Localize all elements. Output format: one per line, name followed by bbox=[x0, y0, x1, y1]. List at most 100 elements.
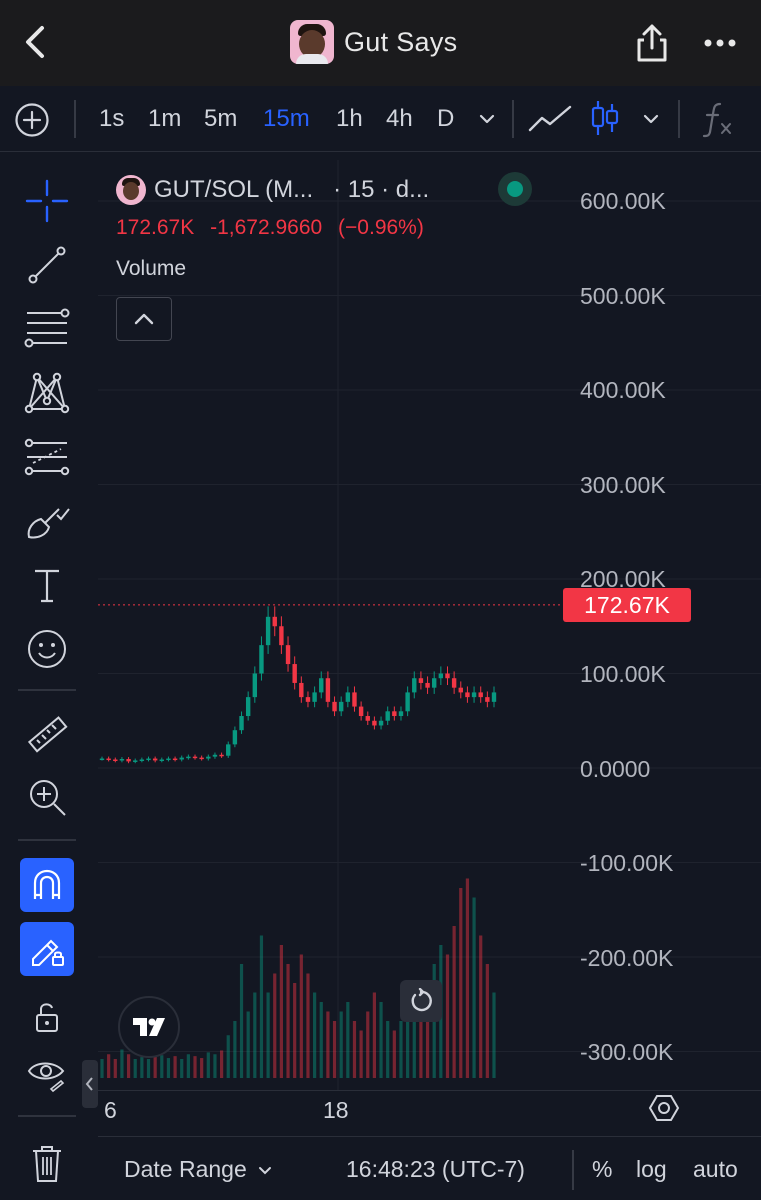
measure-tool[interactable] bbox=[20, 708, 74, 762]
timeframe-d[interactable]: D bbox=[437, 105, 455, 132]
share-icon[interactable] bbox=[633, 22, 671, 64]
candle-body bbox=[491, 692, 497, 702]
tradingview-logo[interactable] bbox=[118, 996, 180, 1058]
timeframe-chevron-down-icon[interactable] bbox=[476, 108, 498, 130]
timeframe-15m[interactable]: 15m bbox=[263, 105, 310, 132]
chart-legend[interactable]: GUT/SOL (M... · 15 · d... bbox=[116, 172, 429, 208]
more-icon[interactable] bbox=[700, 28, 740, 58]
reset-chart-button[interactable] bbox=[400, 980, 442, 1022]
chart-type-chevron-down-icon[interactable] bbox=[640, 108, 662, 130]
collapse-legend-button[interactable] bbox=[116, 297, 172, 341]
price-axis-label: 0.0000 bbox=[580, 756, 651, 782]
candle-body bbox=[471, 692, 477, 698]
volume-bar bbox=[107, 1054, 111, 1078]
date-range-button[interactable]: Date Range bbox=[124, 1156, 275, 1183]
candle-body bbox=[292, 664, 297, 683]
reset-icon bbox=[411, 988, 432, 1012]
forecasting-tool[interactable] bbox=[20, 430, 74, 484]
volume-bar bbox=[140, 1057, 144, 1078]
remove-drawings-tool[interactable] bbox=[20, 1136, 74, 1190]
candlestick-chart-icon[interactable] bbox=[590, 98, 620, 138]
volume-bar bbox=[412, 1002, 416, 1078]
zoom-tool[interactable] bbox=[20, 770, 74, 824]
log-scale-button[interactable]: log bbox=[636, 1156, 667, 1182]
candle-body bbox=[378, 720, 384, 726]
candle-body bbox=[113, 759, 118, 761]
pattern-tool[interactable] bbox=[20, 366, 74, 420]
volume-bar bbox=[173, 1056, 177, 1078]
text-tool[interactable] bbox=[20, 558, 74, 612]
timeframe-4h[interactable]: 4h bbox=[386, 105, 413, 132]
symbol-avatar bbox=[116, 175, 146, 205]
fib-retracement-tool[interactable] bbox=[20, 302, 74, 356]
toolbar-divider bbox=[512, 100, 514, 138]
magnet-icon bbox=[33, 869, 61, 899]
eye-icon bbox=[27, 1062, 65, 1093]
back-arrow-icon[interactable] bbox=[18, 22, 54, 62]
market-status-indicator[interactable] bbox=[498, 172, 532, 206]
hide-drawings-tool[interactable] bbox=[20, 1046, 74, 1100]
brush-tool[interactable] bbox=[20, 494, 74, 548]
emoji-tool[interactable] bbox=[20, 622, 74, 676]
candle-body bbox=[285, 645, 291, 665]
volume-bar bbox=[160, 1055, 164, 1078]
candle-body bbox=[438, 673, 444, 679]
candle-body bbox=[265, 616, 271, 646]
timeframe-5m[interactable]: 5m bbox=[204, 105, 238, 132]
price-chart[interactable] bbox=[98, 160, 761, 1090]
candle-body bbox=[332, 701, 337, 712]
price-axis-label: 500.00K bbox=[580, 283, 666, 309]
crosshair-tool[interactable] bbox=[20, 174, 74, 228]
line-chart-icon[interactable] bbox=[528, 104, 572, 134]
candle-body bbox=[166, 758, 171, 761]
candle-body bbox=[239, 716, 244, 731]
stay-in-drawing-mode-button[interactable] bbox=[20, 922, 74, 976]
candle-body bbox=[226, 744, 231, 756]
timeframe-1m[interactable]: 1m bbox=[148, 105, 182, 132]
ruler-icon bbox=[27, 716, 68, 753]
volume-bar bbox=[485, 964, 489, 1078]
timeframe-1s[interactable]: 1s bbox=[99, 105, 125, 132]
volume-bar bbox=[113, 1059, 117, 1078]
xabcd-pattern-icon bbox=[24, 372, 70, 414]
candle-body bbox=[232, 730, 238, 745]
timeframe-1h[interactable]: 1h bbox=[336, 105, 363, 132]
candle-body bbox=[99, 758, 105, 761]
lock-drawings-tool[interactable] bbox=[20, 990, 74, 1044]
add-symbol-icon[interactable] bbox=[14, 102, 50, 138]
volume-bar bbox=[372, 992, 377, 1078]
price-axis-label: -200.00K bbox=[580, 945, 674, 971]
volume-legend[interactable]: Volume bbox=[116, 257, 187, 280]
clock-timezone[interactable]: 16:48:23 (UTC-7) bbox=[346, 1156, 525, 1182]
time-axis[interactable]: 6 18 bbox=[98, 1090, 761, 1130]
volume-bar bbox=[193, 1056, 197, 1078]
avatar bbox=[290, 20, 334, 64]
price-change-percent: (−0.96%) bbox=[338, 216, 424, 239]
volume-bar bbox=[219, 1050, 224, 1078]
candle-body bbox=[272, 616, 277, 627]
symbol-name[interactable]: GUT/SOL (M... bbox=[154, 176, 314, 203]
volume-bar bbox=[239, 964, 244, 1078]
smiley-icon bbox=[28, 630, 66, 668]
candle-body bbox=[398, 711, 404, 717]
indicators-fx-icon[interactable] bbox=[700, 100, 736, 138]
price-axis-label: 400.00K bbox=[580, 377, 666, 403]
pencil-lock-icon bbox=[32, 939, 64, 966]
volume-bar bbox=[319, 1002, 323, 1078]
last-price-tag: 172.67K bbox=[563, 588, 691, 622]
time-axis-label: 6 bbox=[104, 1097, 117, 1123]
axis-settings-icon[interactable] bbox=[648, 1092, 680, 1124]
volume-bar bbox=[279, 945, 283, 1078]
trend-line-tool[interactable] bbox=[20, 238, 74, 292]
auto-scale-button[interactable]: auto bbox=[693, 1156, 738, 1182]
volume-bar bbox=[100, 1059, 104, 1078]
candle-body bbox=[106, 758, 111, 761]
candle-body bbox=[319, 678, 324, 693]
candle-body bbox=[392, 711, 397, 717]
price-axis-label: 100.00K bbox=[580, 661, 666, 687]
volume-bar bbox=[126, 1054, 131, 1078]
percent-scale-button[interactable]: % bbox=[592, 1156, 613, 1182]
magnet-mode-button[interactable] bbox=[20, 858, 74, 912]
candle-body bbox=[305, 697, 311, 702]
collapse-sidebar-tab[interactable] bbox=[82, 1060, 98, 1108]
